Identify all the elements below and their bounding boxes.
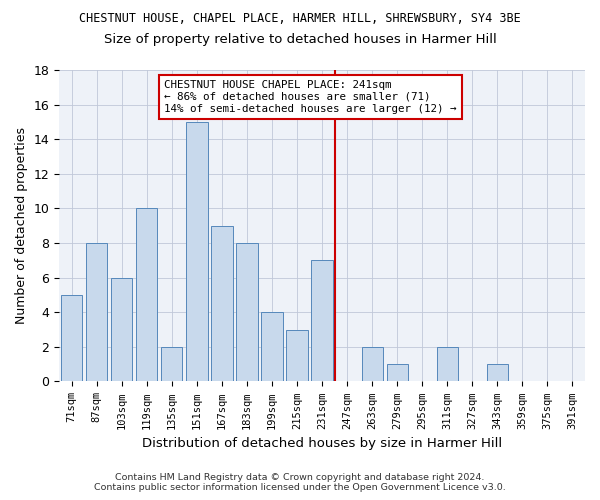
Y-axis label: Number of detached properties: Number of detached properties (15, 127, 28, 324)
Text: Contains HM Land Registry data © Crown copyright and database right 2024.
Contai: Contains HM Land Registry data © Crown c… (94, 473, 506, 492)
Bar (286, 330, 308, 382)
Bar (61, 295, 82, 382)
Bar (311, 260, 333, 382)
Bar (487, 364, 508, 382)
Bar (86, 243, 107, 382)
Bar (236, 243, 257, 382)
Bar (161, 347, 182, 382)
Bar (362, 347, 383, 382)
Text: CHESTNUT HOUSE, CHAPEL PLACE, HARMER HILL, SHREWSBURY, SY4 3BE: CHESTNUT HOUSE, CHAPEL PLACE, HARMER HIL… (79, 12, 521, 26)
Text: Size of property relative to detached houses in Harmer Hill: Size of property relative to detached ho… (104, 32, 496, 46)
Bar (111, 278, 133, 382)
Bar (136, 208, 157, 382)
Text: CHESTNUT HOUSE CHAPEL PLACE: 241sqm
← 86% of detached houses are smaller (71)
14: CHESTNUT HOUSE CHAPEL PLACE: 241sqm ← 86… (164, 80, 457, 114)
Bar (262, 312, 283, 382)
Bar (386, 364, 408, 382)
X-axis label: Distribution of detached houses by size in Harmer Hill: Distribution of detached houses by size … (142, 437, 502, 450)
Bar (186, 122, 208, 382)
Bar (211, 226, 233, 382)
Bar (437, 347, 458, 382)
